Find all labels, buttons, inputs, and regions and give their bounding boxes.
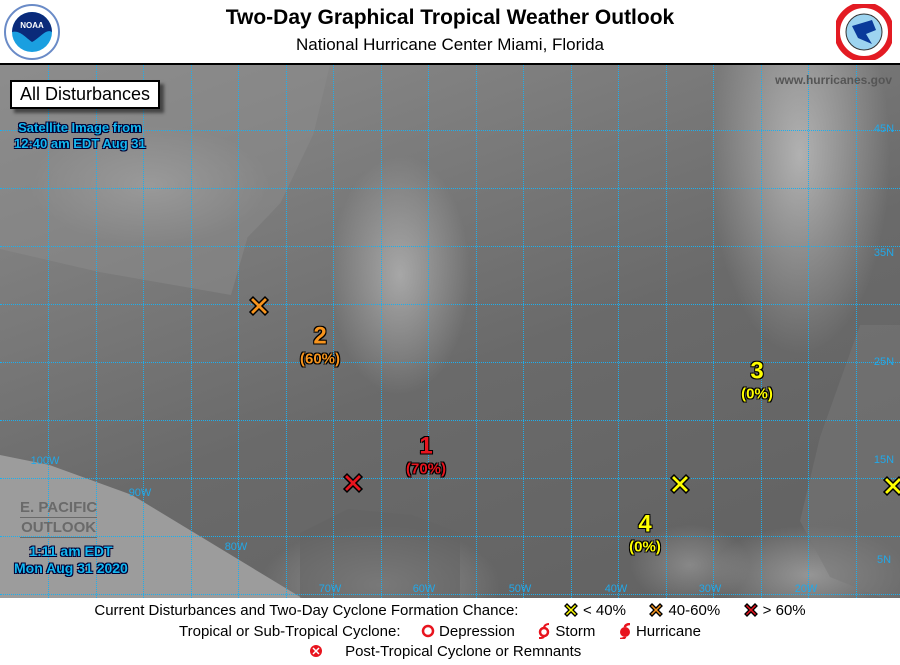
- disturbance-3-chance: (0%): [741, 385, 773, 403]
- longitude-gridline: [808, 65, 809, 598]
- longitude-label: 70W: [318, 583, 342, 595]
- disturbance-2-id: 2: [313, 322, 327, 350]
- latitude-label: 25N: [873, 356, 895, 368]
- svg-text:NOAA: NOAA: [20, 21, 44, 30]
- legend-high: > 60%: [762, 601, 806, 619]
- page-title: Two-Day Graphical Tropical Weather Outlo…: [225, 6, 675, 29]
- legend-line-post-tropical: Post-Tropical Cyclone or Remnants: [0, 642, 895, 660]
- disturbance-2-label[interactable]: 2 (60%): [300, 323, 340, 368]
- noaa-logo[interactable]: NOAA: [4, 4, 60, 60]
- issued-line2: Mon Aug 31 2020: [14, 560, 128, 576]
- legend-line-formation: Current Disturbances and Two-Day Cyclone…: [0, 601, 900, 619]
- disturbance-4-label[interactable]: 4 (0%): [629, 511, 661, 556]
- legend-hurricane: Hurricane: [635, 622, 701, 640]
- disturbance-3-x-icon[interactable]: [881, 474, 900, 498]
- legend-storm: Storm: [555, 622, 596, 640]
- longitude-gridline: [285, 65, 287, 598]
- satellite-time-line1: Satellite Image from: [18, 120, 142, 135]
- epac-line2: OUTLOOK: [20, 519, 98, 538]
- longitude-gridline: [333, 65, 334, 598]
- nws-logo[interactable]: [836, 4, 892, 60]
- latitude-gridline: [0, 362, 900, 363]
- disturbance-1-label[interactable]: 1 (70%): [406, 433, 446, 478]
- disturbance-3-id: 3: [750, 357, 764, 385]
- hurricane-icon: [619, 622, 630, 641]
- disturbance-1-chance: (70%): [405, 460, 447, 478]
- longitude-label: 100W: [30, 455, 60, 467]
- latitude-gridline: [0, 594, 900, 595]
- longitude-gridline: [570, 65, 572, 598]
- website-watermark: www.hurricanes.gov: [775, 73, 892, 87]
- longitude-label: 80W: [224, 541, 248, 553]
- high-chance-x-icon: [743, 603, 758, 617]
- disturbance-2-x-icon[interactable]: [247, 294, 271, 318]
- legend-line-cyclone: Tropical or Sub-Tropical Cyclone: Depres…: [0, 622, 890, 641]
- issued-time: 1:11 am EDT Mon Aug 31 2020: [14, 543, 128, 577]
- latitude-gridline: [0, 478, 900, 479]
- longitude-label: 30W: [698, 583, 722, 595]
- epac-outlook-link[interactable]: E. PACIFIC OUTLOOK: [20, 498, 98, 538]
- storm-icon: [538, 623, 550, 640]
- depression-icon: [421, 624, 435, 638]
- latitude-gridline: [0, 536, 900, 537]
- longitude-gridline: [143, 65, 144, 598]
- disturbance-1-x-icon[interactable]: [341, 471, 365, 495]
- longitude-label: 90W: [128, 487, 152, 499]
- south-america-land: [300, 509, 460, 598]
- legend-depression: Depression: [439, 622, 515, 640]
- longitude-label: 50W: [508, 583, 532, 595]
- longitude-gridline: [618, 65, 619, 598]
- longitude-gridline: [380, 65, 382, 598]
- longitude-gridline: [428, 65, 429, 598]
- disturbance-2-chance: (60%): [299, 350, 341, 368]
- latitude-label: 15N: [873, 454, 895, 466]
- latitude-label: 45N: [873, 123, 895, 135]
- longitude-gridline: [665, 65, 667, 598]
- longitude-gridline: [95, 65, 97, 598]
- latitude-label: 5N: [876, 554, 892, 566]
- satellite-map[interactable]: All Disturbances Satellite Image from 12…: [0, 63, 900, 598]
- issued-line1: 1:11 am EDT: [29, 543, 113, 559]
- epac-line1: E. PACIFIC: [20, 499, 98, 518]
- longitude-label: 40W: [604, 583, 628, 595]
- post-tropical-icon: [309, 645, 322, 658]
- satellite-time-line2: 12:40 am EDT Aug 31: [14, 136, 146, 151]
- disturbance-3-label[interactable]: 3 (0%): [741, 358, 773, 403]
- latitude-gridline: [0, 420, 900, 421]
- latitude-gridline: [0, 304, 900, 305]
- longitude-gridline: [475, 65, 477, 598]
- latitude-label: 35N: [873, 247, 895, 259]
- longitude-gridline: [238, 65, 239, 598]
- latitude-gridline: [0, 188, 900, 189]
- longitude-label: 60W: [412, 583, 436, 595]
- low-chance-x-icon: [563, 603, 578, 617]
- longitude-gridline: [48, 65, 49, 598]
- page-subtitle: National Hurricane Center Miami, Florida: [295, 35, 604, 54]
- longitude-gridline: [760, 65, 762, 598]
- legend-medium: 40-60%: [668, 601, 721, 619]
- satellite-time: Satellite Image from 12:40 am EDT Aug 31: [14, 120, 146, 152]
- legend-low: < 40%: [582, 601, 626, 619]
- view-selector-all-disturbances[interactable]: All Disturbances: [10, 80, 161, 109]
- longitude-gridline: [855, 65, 857, 598]
- medium-chance-x-icon: [649, 603, 664, 617]
- latitude-gridline: [0, 130, 900, 131]
- longitude-gridline: [190, 65, 192, 598]
- legend-post-tropical: Post-Tropical Cyclone or Remnants: [345, 642, 582, 660]
- longitude-label: 20W: [794, 583, 818, 595]
- legend-cyclone-label: Tropical or Sub-Tropical Cyclone:: [179, 622, 401, 640]
- disturbance-4-chance: (0%): [629, 538, 661, 556]
- disturbance-1-id: 1: [419, 432, 433, 460]
- disturbance-4-x-icon[interactable]: [668, 472, 692, 496]
- disturbance-4-id: 4: [638, 510, 652, 538]
- longitude-gridline: [713, 65, 714, 598]
- latitude-gridline: [0, 246, 900, 247]
- legend-formation-label: Current Disturbances and Two-Day Cyclone…: [94, 601, 519, 619]
- longitude-gridline: [523, 65, 524, 598]
